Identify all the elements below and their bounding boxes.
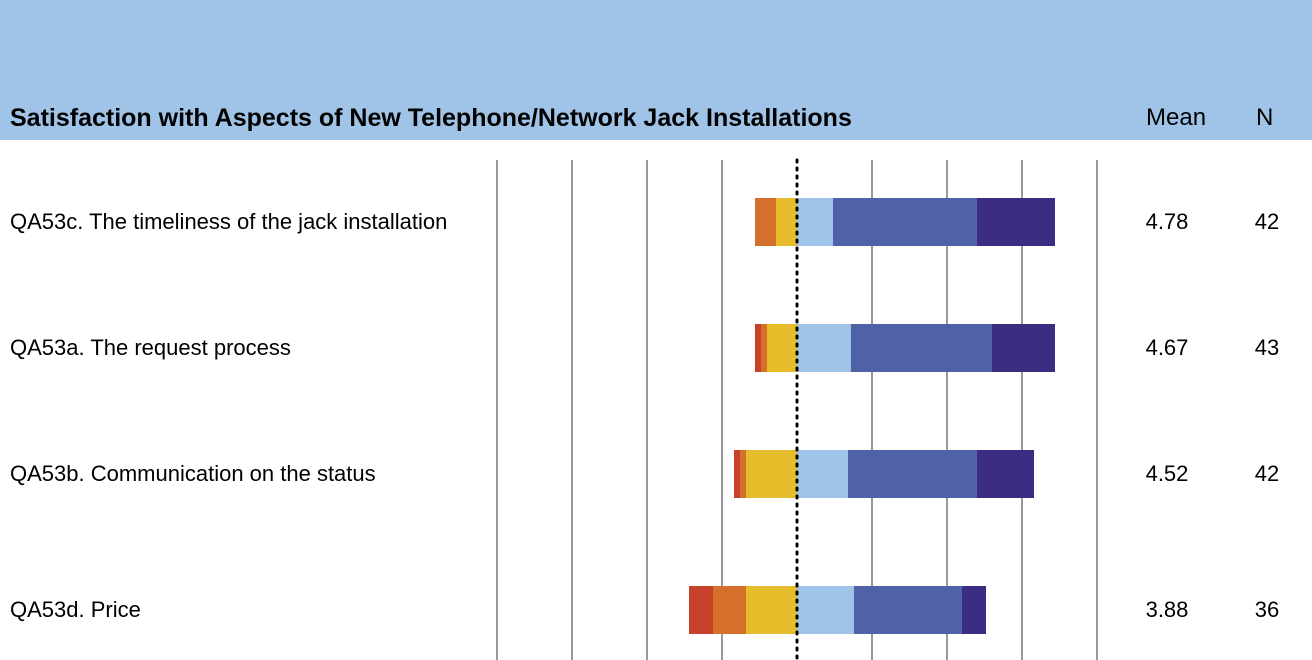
bar-segment bbox=[833, 198, 977, 246]
bar-segment bbox=[767, 324, 797, 372]
bar-segment bbox=[746, 586, 797, 634]
bar-segment bbox=[797, 198, 833, 246]
category-label: QA53c. The timeliness of the jack instal… bbox=[10, 209, 448, 234]
mean-value: 3.88 bbox=[1145, 597, 1189, 622]
bar-segment bbox=[851, 324, 992, 372]
bar-segment bbox=[797, 324, 851, 372]
bar-segment bbox=[734, 450, 740, 498]
bar-segment bbox=[962, 586, 986, 634]
bar-segment bbox=[848, 450, 977, 498]
category-label: QA53b. Communication on the status bbox=[10, 461, 376, 486]
n-value: 43 bbox=[1254, 335, 1280, 360]
bar-segment bbox=[746, 450, 797, 498]
bar-segment bbox=[797, 450, 848, 498]
bar-segment bbox=[854, 586, 962, 634]
bar-segment bbox=[776, 198, 797, 246]
bar-segment bbox=[761, 324, 767, 372]
n-value: 42 bbox=[1254, 461, 1280, 486]
category-label: QA53d. Price bbox=[10, 597, 141, 622]
bar-segment bbox=[977, 198, 1055, 246]
bar-segment bbox=[755, 198, 776, 246]
bar-segment bbox=[992, 324, 1055, 372]
bar-segment bbox=[713, 586, 746, 634]
mean-value: 4.67 bbox=[1145, 335, 1189, 360]
bar-segment bbox=[740, 450, 746, 498]
bar-segment bbox=[755, 324, 761, 372]
category-label: QA53a. The request process bbox=[10, 335, 291, 360]
n-value: 42 bbox=[1254, 209, 1280, 234]
n-header: N bbox=[1256, 104, 1274, 131]
header-band bbox=[0, 0, 1312, 140]
mean-header: Mean bbox=[1146, 104, 1207, 131]
n-value: 36 bbox=[1254, 597, 1280, 622]
mean-value: 4.78 bbox=[1145, 209, 1189, 234]
chart-title: Satisfaction with Aspects of New Telepho… bbox=[10, 104, 852, 132]
bar-segment bbox=[977, 450, 1034, 498]
bar-segment bbox=[797, 586, 854, 634]
bar-segment bbox=[689, 586, 713, 634]
mean-value: 4.52 bbox=[1145, 461, 1189, 486]
